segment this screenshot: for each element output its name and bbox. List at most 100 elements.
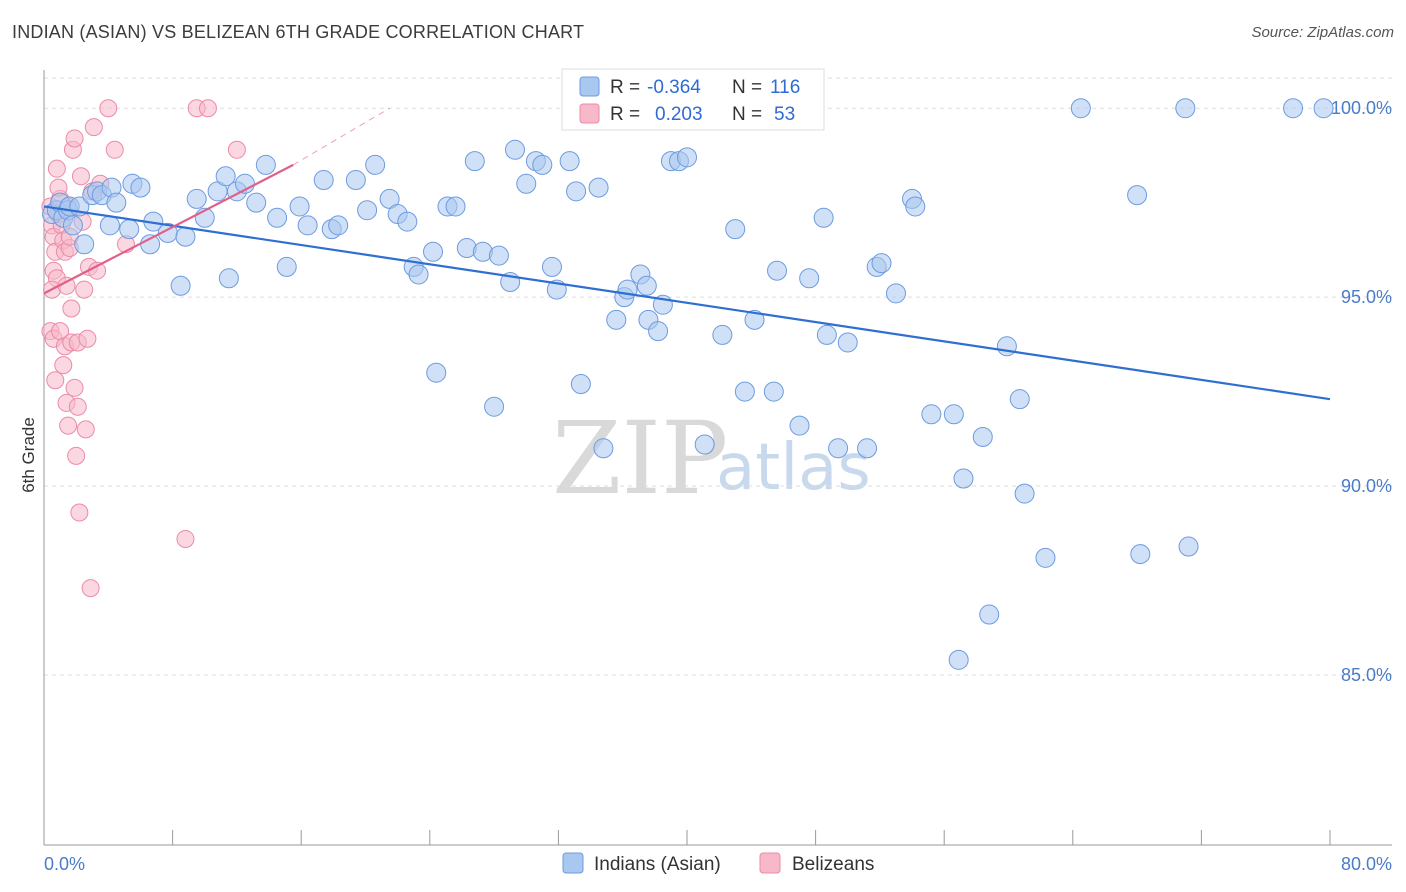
legend-indians-label: Indians (Asian) xyxy=(594,854,721,875)
legend-indians-swatch xyxy=(562,852,584,874)
indians-point-79 xyxy=(694,434,715,455)
indians-point-70 xyxy=(617,279,638,300)
indians-point-99 xyxy=(921,404,942,425)
indians-point-89 xyxy=(813,207,834,228)
indians-point-7 xyxy=(74,234,95,255)
belizeans-point-38 xyxy=(76,420,95,439)
belizeans-point-49 xyxy=(176,529,195,548)
indians-point-63 xyxy=(559,151,580,172)
indians-point-31 xyxy=(255,154,276,175)
indians-point-57 xyxy=(504,139,525,160)
indians-point-16 xyxy=(99,215,120,236)
indians-point-58 xyxy=(516,173,537,194)
indians-point-105 xyxy=(996,336,1017,357)
indians-point-67 xyxy=(593,438,614,459)
watermark-zip: ZIP xyxy=(552,400,728,517)
belizeans-point-46 xyxy=(99,99,118,118)
indians-point-39 xyxy=(345,170,366,191)
indians-point-15 xyxy=(130,177,151,198)
indians-point-60 xyxy=(532,154,553,175)
indians-point-92 xyxy=(837,332,858,353)
indians-point-110 xyxy=(1127,185,1148,206)
x-ticks xyxy=(43,830,1331,845)
legend-blue-n-label: N = xyxy=(732,77,762,98)
indians-point-35 xyxy=(297,215,318,236)
watermark-atlas: atlas xyxy=(716,431,871,505)
belizeans-point-44 xyxy=(88,261,107,280)
belizeans-point-37 xyxy=(75,280,94,299)
indians-point-22 xyxy=(186,188,207,209)
indians-point-106 xyxy=(1009,389,1030,410)
belizeans-point-34 xyxy=(70,503,89,522)
indians-point-91 xyxy=(828,438,849,459)
belizeans-point-23 xyxy=(59,416,78,435)
y-tick-label-85: 85.0% xyxy=(1341,665,1392,685)
indians-point-112 xyxy=(1178,536,1199,557)
chart-title: INDIAN (ASIAN) VS BELIZEAN 6TH GRADE COR… xyxy=(12,22,585,42)
indians-point-100 xyxy=(943,404,964,425)
indians-point-95 xyxy=(871,253,892,274)
y-axis-label: 6th Grade xyxy=(19,417,38,493)
series-indians-asian xyxy=(42,98,1334,670)
indians-point-107 xyxy=(1014,483,1035,504)
legend-blue-r-value: -0.364 xyxy=(647,77,701,98)
belizeans-point-47 xyxy=(105,140,124,159)
x-tick-label-min: 0.0% xyxy=(44,854,85,874)
indians-point-17 xyxy=(119,219,140,240)
indians-trend-line xyxy=(43,205,1331,401)
belizeans-point-39 xyxy=(78,329,97,348)
legend-blue-swatch xyxy=(579,76,600,97)
indians-point-85 xyxy=(763,381,784,402)
gridlines xyxy=(44,77,1392,676)
belizeans-point-31 xyxy=(67,446,86,465)
indians-point-61 xyxy=(541,256,562,277)
indians-point-44 xyxy=(397,211,418,232)
indians-point-64 xyxy=(566,181,587,202)
indians-point-30 xyxy=(218,268,239,289)
indians-point-52 xyxy=(464,151,485,172)
axes xyxy=(43,70,1392,846)
indians-point-108 xyxy=(1035,547,1056,568)
indians-point-86 xyxy=(767,260,788,281)
belizeans-point-33 xyxy=(68,397,87,416)
trend-lines xyxy=(43,107,1331,401)
y-tick-labels: 85.0% 90.0% 95.0% 100.0% xyxy=(1331,98,1392,685)
indians-point-103 xyxy=(972,426,993,447)
indians-point-98 xyxy=(905,196,926,217)
indians-point-82 xyxy=(725,219,746,240)
belizeans-trend-extension xyxy=(292,107,390,166)
indians-point-90 xyxy=(816,324,837,345)
legend-series: Indians (Asian) Belizeans xyxy=(562,852,874,875)
legend-pink-r-value: 0.203 xyxy=(655,104,703,125)
belizeans-point-20 xyxy=(54,356,73,375)
indians-point-83 xyxy=(734,381,755,402)
legend-stats: R = -0.364 N = 116 R = 0.203 N = 53 xyxy=(561,68,825,131)
y-tick-label-90: 90.0% xyxy=(1341,476,1392,496)
indians-point-33 xyxy=(276,256,297,277)
indians-point-13 xyxy=(106,192,127,213)
belizeans-point-51 xyxy=(198,99,217,118)
indians-point-93 xyxy=(857,438,878,459)
indians-point-113 xyxy=(1175,98,1196,119)
indians-point-54 xyxy=(484,396,505,417)
legend-blue-r-label: R = xyxy=(610,77,640,98)
indians-point-72 xyxy=(636,275,657,296)
belizeans-point-52 xyxy=(227,140,246,159)
indians-point-101 xyxy=(953,468,974,489)
indians-point-24 xyxy=(175,226,196,247)
indians-point-38 xyxy=(328,215,349,236)
indians-point-104 xyxy=(979,604,1000,625)
belizeans-point-26 xyxy=(62,299,81,318)
belizeans-point-29 xyxy=(65,129,84,148)
legend-belizeans-label: Belizeans xyxy=(792,854,874,875)
belizeans-trend-line xyxy=(43,163,294,295)
legend-pink-n-value: 53 xyxy=(774,104,795,125)
x-tick-label-max: 80.0% xyxy=(1341,854,1392,874)
indians-point-78 xyxy=(677,147,697,168)
indians-point-65 xyxy=(570,374,591,395)
indians-point-47 xyxy=(423,241,444,262)
series-belizeans xyxy=(41,99,246,598)
indians-point-21 xyxy=(170,275,191,296)
belizeans-point-17 xyxy=(47,159,66,178)
